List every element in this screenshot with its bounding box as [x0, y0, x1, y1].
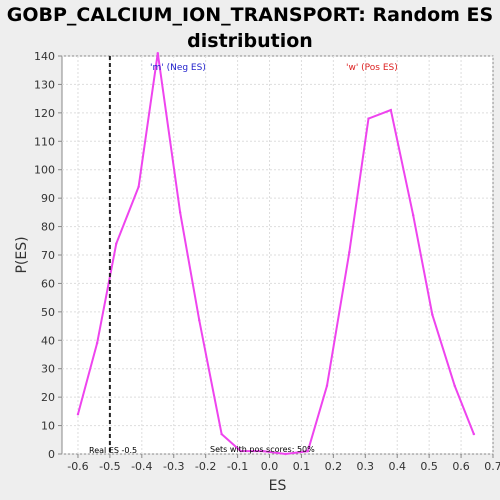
data-point [76, 413, 80, 416]
x-tick-label: 0.3 [357, 460, 375, 473]
data-point [431, 313, 434, 316]
x-tick-label: 0.2 [325, 460, 343, 473]
data-point [453, 384, 456, 387]
chart-title: GOBP_CALCIUM_ION_TRANSPORT: Random ES di… [0, 2, 500, 54]
y-tick-label: 110 [34, 135, 55, 148]
y-tick-label: 10 [41, 420, 55, 433]
data-point [239, 449, 242, 453]
chart-title-line-2: distribution [187, 30, 313, 52]
x-tick-label: 0.6 [452, 460, 470, 473]
y-tick-label: 20 [41, 391, 55, 404]
data-point [389, 108, 393, 112]
data-point [95, 341, 99, 345]
y-tick-label: 70 [41, 249, 55, 262]
chart-title-line-1: GOBP_CALCIUM_ION_TRANSPORT: Random ES [6, 4, 494, 26]
x-tick-label: -0.2 [195, 460, 216, 473]
x-tick-label: -0.3 [163, 460, 184, 473]
data-point [306, 449, 310, 453]
data-point [284, 452, 287, 456]
x-tick-label: 0.7 [484, 460, 500, 473]
axes: 0 10 20 30 40 50 60 70 80 90 100 110 120 130 140 -0.6 -0… [34, 50, 500, 473]
data-point [411, 214, 415, 217]
y-tick-label: 100 [34, 164, 55, 177]
data-point [325, 384, 329, 387]
x-tick-label: 0.5 [420, 460, 438, 473]
pos-scores-label: Sets with pos scores: 50% [210, 445, 315, 454]
x-tick-label: 0.0 [261, 460, 279, 473]
data-point [367, 117, 370, 120]
y-tick-label: 50 [41, 306, 55, 319]
y-tick-label: 130 [34, 78, 55, 91]
pos-es-label: 'w' (Pos ES) [346, 63, 398, 73]
data-point [198, 319, 201, 322]
y-tick-label: 80 [41, 221, 55, 234]
data-point [472, 432, 476, 436]
x-tick-label: -0.6 [67, 460, 88, 473]
data-point [178, 211, 182, 214]
y-axis-label: P(ES) [14, 236, 30, 273]
x-tick-label: 0.1 [293, 460, 311, 473]
y-tick-label: 140 [34, 50, 55, 63]
y-tick-label: 60 [41, 277, 55, 290]
series-line [76, 53, 475, 456]
y-tick-label: 30 [41, 363, 55, 376]
data-point [261, 449, 265, 453]
series-marks [76, 51, 476, 456]
y-tick-label: 40 [41, 334, 55, 347]
x-tick-label: -0.4 [131, 460, 152, 473]
x-tick-label: -0.1 [227, 460, 248, 473]
data-point [156, 51, 159, 55]
y-tick-label: 90 [41, 192, 55, 205]
data-point [220, 432, 223, 436]
data-point [348, 250, 351, 254]
neg-es-label: 'm' (Neg ES) [150, 63, 206, 73]
real-es-label: Real ES -0.5 [89, 446, 137, 455]
x-axis-label: ES [269, 478, 287, 494]
data-point [137, 185, 140, 188]
x-tick-label: 0.4 [388, 460, 406, 473]
y-tick-label: 120 [34, 107, 55, 120]
y-tick-label: 0 [48, 448, 55, 461]
data-point [115, 242, 118, 245]
x-tick-label: -0.5 [99, 460, 120, 473]
